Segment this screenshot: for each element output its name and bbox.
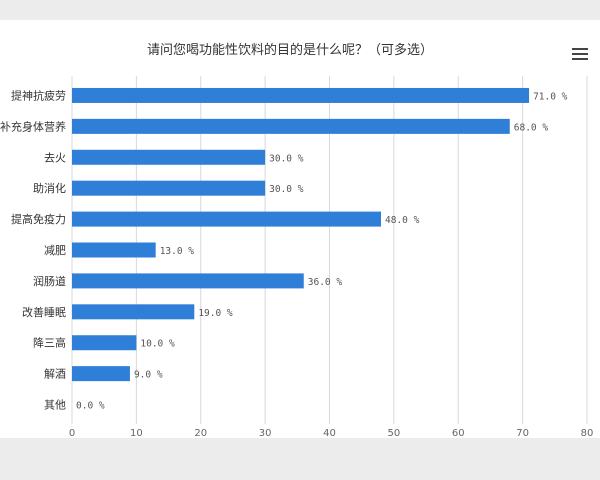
chart-title: 请问您喝功能性饮料的目的是什么呢？（可多选）: [147, 42, 433, 58]
bar: [72, 335, 137, 351]
x-tick-label: 0: [69, 428, 75, 438]
bar: [72, 211, 381, 227]
bar: [72, 87, 530, 103]
category-label: 降三高: [33, 336, 66, 350]
data-label: 19.0 %: [198, 308, 233, 319]
category-label: 助消化: [33, 181, 66, 195]
bar: [72, 366, 130, 382]
x-tick-label: 60: [452, 428, 465, 438]
bar: [72, 118, 510, 134]
bar-chart: 请问您喝功能性饮料的目的是什么呢？（可多选） 提神抗疲劳补充身体营养去火助消化提…: [0, 42, 594, 438]
x-axis-ticks: 0 10 20 30 40 50 60 70 80: [69, 428, 594, 438]
category-label: 解酒: [44, 367, 66, 381]
grid-lines: [71, 76, 588, 424]
chart-frame: 请问您喝功能性饮料的目的是什么呢？（可多选） 提神抗疲劳 补充身体营养 去火 助消化提…: [0, 20, 600, 438]
data-label: 48.0 %: [385, 215, 420, 226]
data-label: 0.0 %: [76, 401, 105, 412]
x-tick-label: 20: [194, 428, 207, 438]
category-label: 润肠道: [33, 274, 66, 288]
bar: [72, 242, 156, 258]
category-label: 改善睡眠: [22, 305, 66, 319]
bar: [72, 180, 266, 196]
x-tick-label: 30: [259, 428, 272, 438]
category-label: 提神抗疲劳: [11, 88, 66, 102]
bar: [72, 273, 304, 289]
bar: [72, 304, 195, 320]
bar: [72, 149, 266, 165]
data-label: 30.0 %: [269, 153, 304, 164]
category-label: 其他: [44, 399, 66, 412]
category-label: 去火: [44, 151, 66, 164]
category-label: 减肥: [44, 244, 66, 257]
data-label: 10.0 %: [140, 339, 175, 350]
x-tick-label: 10: [130, 428, 143, 438]
x-tick-label: 80: [581, 428, 594, 438]
category-label: 提高免疫力: [11, 212, 66, 226]
x-tick-label: 50: [388, 428, 401, 438]
x-tick-label: 70: [516, 428, 529, 438]
data-label: 9.0 %: [134, 370, 163, 381]
category-label: 补充身体营养: [0, 119, 66, 133]
hamburger-menu-icon[interactable]: [572, 48, 588, 62]
data-label: 13.0 %: [160, 246, 195, 257]
value-labels: 71.0 % 68.0 % 30.0 % 30.0 % 48.0 % 13.0 % 36.0…: [76, 91, 568, 411]
bars: [72, 87, 530, 382]
x-tick-label: 40: [323, 428, 336, 438]
data-label: 71.0 %: [533, 91, 568, 102]
data-label: 68.0 %: [514, 122, 549, 133]
data-label: 36.0 %: [308, 277, 343, 288]
data-label: 30.0 %: [269, 184, 304, 195]
